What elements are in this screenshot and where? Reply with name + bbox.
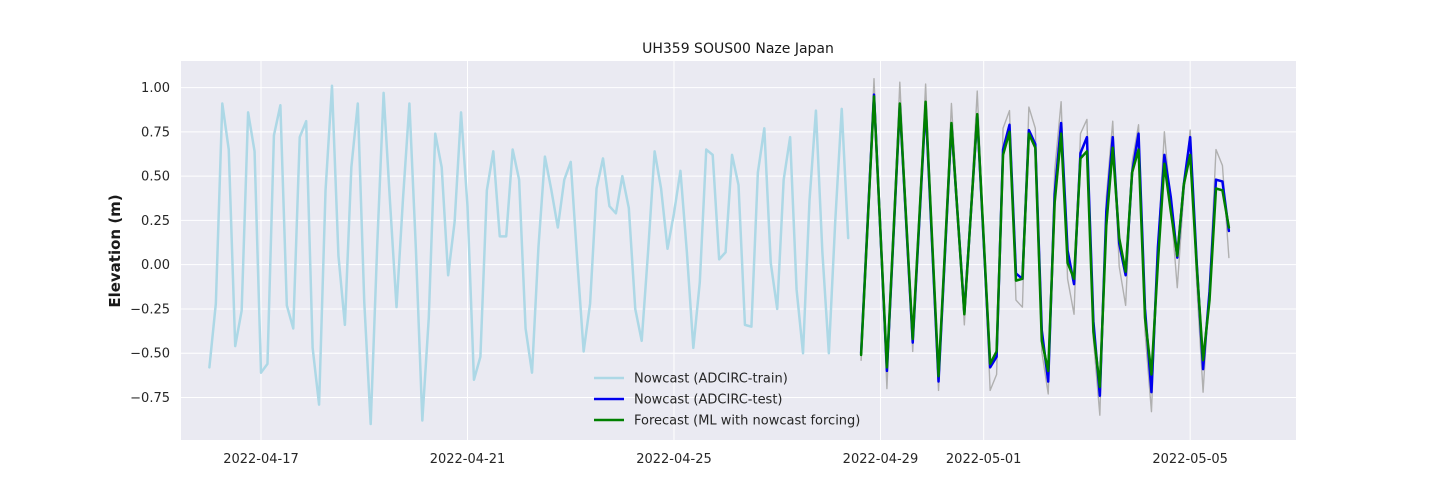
y-tick-label: −0.75: [130, 391, 170, 406]
legend-label: Nowcast (ADCIRC-train): [634, 372, 788, 387]
y-tick-label: 0.50: [141, 170, 170, 185]
plot-area: [181, 61, 1296, 440]
x-tick-label: 2022-04-21: [430, 452, 506, 467]
x-tick-label: 2022-04-17: [223, 452, 299, 467]
y-ticks: 1.00 0.75 0.50 0.25 0.00 −0.25 −0.50 −0.75: [130, 81, 170, 406]
series-line-forecast-ml-with-nowcast-forcing: [859, 95, 1231, 389]
y-tick-label: 0.00: [141, 258, 170, 273]
y-axis-label: Elevation (m): [106, 194, 124, 307]
x-ticks: 2022-04-17 2022-04-21 2022-04-25 2022-04-29…: [223, 452, 1228, 467]
y-tick-label: −0.25: [130, 302, 170, 317]
legend: Nowcast (ADCIRC-train) Nowcast (ADCIRC-te…: [594, 372, 860, 429]
y-tick-label: 0.75: [141, 125, 170, 140]
x-tick-label: 2022-04-25: [636, 452, 712, 467]
chart-title: UH359 SOUS00 Naze Japan: [642, 41, 834, 57]
legend-label: Forecast (ML with nowcast forcing): [634, 414, 860, 429]
series-line-nowcast-adcirc-train: [208, 84, 850, 426]
y-tick-label: 1.00: [141, 81, 170, 96]
x-tick-label: 2022-04-29: [843, 452, 919, 467]
y-tick-label: −0.50: [130, 347, 170, 362]
y-tick-label: 0.25: [141, 214, 170, 229]
x-tick-label: 2022-05-05: [1152, 452, 1228, 467]
series-layer: [208, 78, 1231, 426]
legend-label: Nowcast (ADCIRC-test): [634, 393, 783, 408]
x-tick-label: 2022-05-01: [946, 452, 1022, 467]
